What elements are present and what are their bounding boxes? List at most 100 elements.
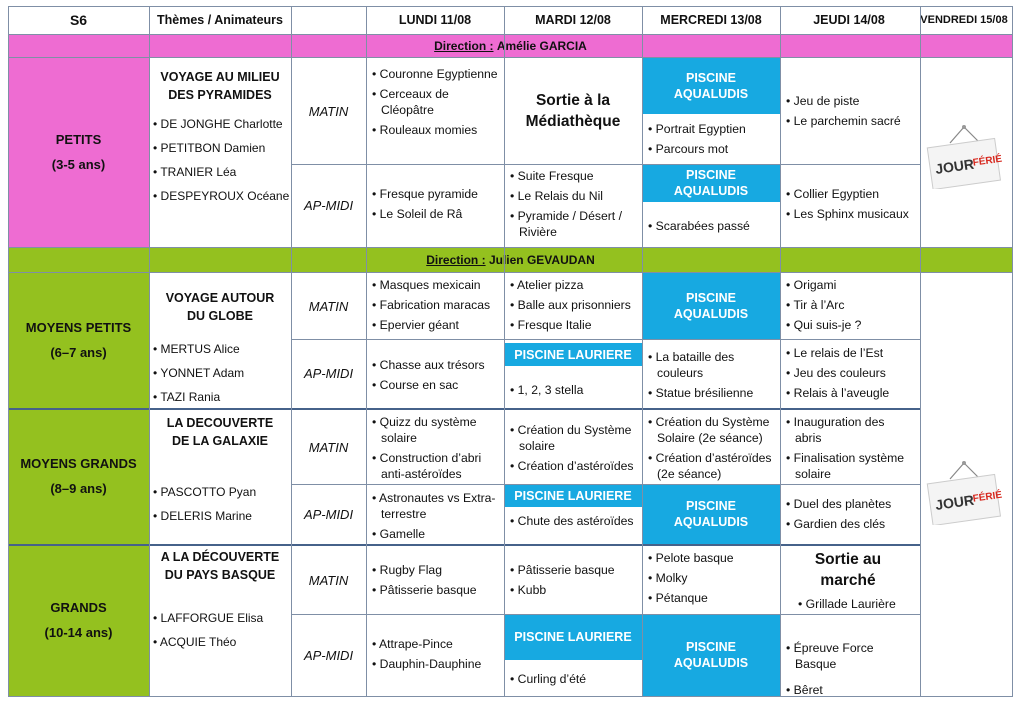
grid-line <box>291 164 920 165</box>
activities-mg-lundi-ap: Astronautes vs Extra-terrestre Gamelle <box>366 488 504 546</box>
group-name: PETITS <box>55 131 102 147</box>
animateur: • TRANIER Léa <box>153 165 237 180</box>
piscine-lauriere: PISCINE LAURIERE <box>504 484 642 507</box>
animateurs-list: • DE JONGHE Charlotte • PETITBON Damien … <box>149 112 291 208</box>
piscine-aqualudis: PISCINE AQUALUDIS <box>642 273 780 339</box>
grid-line <box>8 544 920 546</box>
vendredi-header: VENDREDI 15/08 <box>920 14 1008 26</box>
theme-cell-grands: A LA DÉCOUVERTE DU PAYS BASQUE • LAFFORG… <box>149 546 291 696</box>
animateur: • MERTUS Alice <box>153 342 240 357</box>
group-age: (6–7 ans) <box>50 344 107 360</box>
animateurs-list: • MERTUS Alice • YONNET Adam • TAZI Rani… <box>149 337 291 409</box>
group-name: MOYENS PETITS <box>25 319 132 335</box>
group-moyens-petits: MOYENS PETITS (6–7 ans) <box>8 273 149 408</box>
direction-name: Amélie GARCIA <box>496 39 587 53</box>
piscine-aqualudis: PISCINE AQUALUDIS <box>642 614 780 696</box>
grid-line <box>291 6 292 697</box>
animateur: • PASCOTTO Pyan <box>153 485 257 500</box>
theme-title: VOYAGE AU MILIEU DES PYRAMIDES <box>160 70 280 103</box>
activities-mg-jeudi-ap: Duel des planètes Gardien des clés <box>780 494 918 536</box>
direction-banner-1: Direction : Amélie GARCIA <box>8 35 1013 57</box>
animateur: • LAFFORGUE Elisa <box>153 611 264 626</box>
grid-line <box>8 408 920 410</box>
theme-title: VOYAGE AUTOUR DU GLOBE <box>165 291 275 324</box>
activities-petits-jeudi-matin: Jeu de piste Le parchemin sacré <box>780 91 918 133</box>
grid-line <box>8 272 1013 273</box>
group-moyens-grands: MOYENS GRANDS (8–9 ans) <box>8 410 149 544</box>
animateur: • PETITBON Damien <box>153 141 266 156</box>
lundi-header: LUNDI 11/08 <box>398 13 472 27</box>
direction-banner-2: Direction : Julien GEVAUDAN <box>8 248 1013 272</box>
svg-text:JOUR: JOUR <box>934 492 975 513</box>
slot-matin: MATIN <box>308 572 349 588</box>
activities-mp-jeudi-ap: Le relais de l’Est Jeu des couleurs Rela… <box>780 343 918 405</box>
animateur: • TAZI Rania <box>153 390 221 405</box>
group-name: MOYENS GRANDS <box>20 456 137 472</box>
mercredi-header: MERCREDI 13/08 <box>660 13 762 27</box>
theme-cell-petits: VOYAGE AU MILIEU DES PYRAMIDES • DE JONG… <box>149 58 291 247</box>
jour-ferie-icon: JOUR FÉRIÉ <box>926 125 1003 189</box>
themes-header: Thèmes / Animateurs <box>157 13 283 27</box>
group-age: (10-14 ans) <box>44 625 113 640</box>
theme-cell-moyens-grands: LA DECOUVERTE DE LA GALAXIE • PASCOTTO P… <box>149 410 291 544</box>
grid-line <box>504 6 505 697</box>
jeudi-header: JEUDI 14/08 <box>813 13 885 27</box>
activities-g-mardi-ap: Curling d’été <box>504 669 642 691</box>
grid-line <box>8 34 1013 35</box>
animateur: • DELERIS Marine <box>153 509 252 524</box>
group-grands: GRANDS (10-14 ans) <box>8 546 149 696</box>
activities-g-lundi-ap: Attrape-Pince Dauphin-Dauphine <box>366 634 504 676</box>
slot-apmidi: AP-MIDI <box>303 506 354 522</box>
activities-mg-jeudi-matin: Inauguration des abris Finalisation syst… <box>780 412 918 486</box>
activities-mp-lundi-ap: Chasse aux trésors Course en sac <box>366 355 504 397</box>
slot-apmidi: AP-MIDI <box>303 198 354 213</box>
activities-mp-mardi-ap: 1, 2, 3 stella <box>504 380 642 402</box>
jour-ferie-sign: JOUR FÉRIÉ <box>920 452 1008 532</box>
activities-petits-lundi-ap: Fresque pyramide Le Soleil de Râ <box>366 184 504 226</box>
sortie-marche: Sortie au marché <box>814 551 882 589</box>
piscine-lauriere: PISCINE LAURIERE <box>504 614 642 660</box>
jour-ferie-icon: JOUR FÉRIÉ <box>926 461 1003 525</box>
planning-sheet: S6 Thèmes / Animateurs LUNDI 11/08 MARDI… <box>8 6 1013 697</box>
activities-mg-mercredi-matin: Création du Système Solaire (2e séance) … <box>642 412 780 486</box>
activities-g-jeudi-matin: Grillade Laurière <box>792 594 918 616</box>
activities-mp-jeudi-matin: Origami Tir à l’Arc Qui suis-je ? <box>780 275 918 337</box>
direction-name: Julien GEVAUDAN <box>488 253 595 267</box>
activities-g-mercredi-matin: Pelote basque Molky Pétanque <box>642 548 780 610</box>
grid-line <box>642 6 643 697</box>
slot-matin: MATIN <box>308 439 349 455</box>
slot-matin: MATIN <box>308 298 349 314</box>
jour-ferie-sign: JOUR FÉRIÉ <box>920 116 1008 196</box>
activities-petits-mercredi-matin: Portrait Egyptien Parcours mot <box>642 119 780 161</box>
grid-line <box>920 6 921 697</box>
sortie-mediatheque: Sortie à la Médiathèque <box>525 92 621 130</box>
activities-mg-lundi-matin: Quizz du système solaire Construction d’… <box>366 412 504 486</box>
grid-line <box>8 57 1013 58</box>
slot-apmidi: AP-MIDI <box>303 647 354 663</box>
grid-line <box>291 484 920 485</box>
group-age: (8–9 ans) <box>50 481 107 496</box>
theme-cell-moyens-petits: VOYAGE AUTOUR DU GLOBE • MERTUS Alice • … <box>149 273 291 408</box>
activities-mg-mardi-matin: Création du Système solaire Création d’a… <box>504 420 642 478</box>
activities-petits-mercredi-ap: Scarabées passé <box>642 216 780 238</box>
grid-line <box>366 6 367 697</box>
activities-petits-mardi-ap: Suite Fresque Le Relais du Nil Pyramide … <box>504 166 642 244</box>
piscine-aqualudis: PISCINE AQUALUDIS <box>642 164 780 202</box>
activities-mp-mardi-matin: Atelier pizza Balle aux prisonniers Fres… <box>504 275 642 337</box>
activities-g-lundi-matin: Rugby Flag Pâtisserie basque <box>366 560 504 602</box>
grid-line <box>291 614 920 615</box>
group-petits: PETITS (3-5 ans) <box>8 58 149 247</box>
svg-text:FÉRIÉ: FÉRIÉ <box>972 152 1003 169</box>
slot-apmidi: AP-MIDI <box>303 366 354 381</box>
animateur: • DESPEYROUX Océane <box>153 189 290 204</box>
svg-text:FÉRIÉ: FÉRIÉ <box>972 488 1003 505</box>
activities-mp-lundi-matin: Masques mexicain Fabrication maracas Epe… <box>366 275 504 337</box>
activities-petits-lundi-matin: Couronne Egyptienne Cerceaux de Cléopâtr… <box>366 64 504 142</box>
activities-g-jeudi-ap: Épreuve Force Basque Bêret <box>780 638 918 702</box>
grid-line <box>291 339 920 340</box>
grid-line <box>8 6 9 697</box>
grid-line <box>8 696 1013 697</box>
piscine-aqualudis: PISCINE AQUALUDIS <box>642 484 780 544</box>
activities-mg-mardi-ap: Chute des astéroïdes <box>504 511 642 533</box>
piscine-lauriere: PISCINE LAURIERE <box>504 343 642 366</box>
